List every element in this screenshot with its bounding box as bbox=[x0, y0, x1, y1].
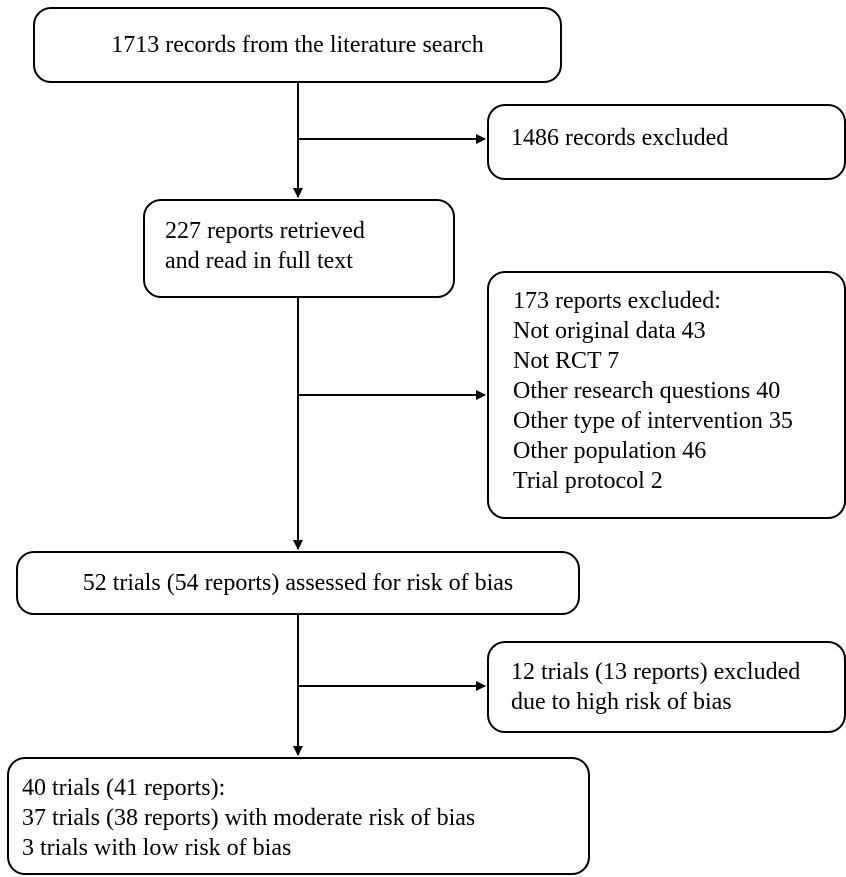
reports-excluded-reason: Other research questions 40 bbox=[513, 378, 781, 404]
trials-assessed-text: 52 trials (54 reports) assessed for risk… bbox=[82, 570, 514, 596]
final-line-2: 37 trials (38 reports) with moderate ris… bbox=[22, 805, 476, 831]
records-text: 1713 records from the literature search bbox=[111, 32, 484, 58]
final-line-1: 40 trials (41 reports): bbox=[22, 775, 226, 801]
reports-excluded-reason: Trial protocol 2 bbox=[513, 468, 663, 494]
reports-retrieved-box: 227 reports retrieved and read in full t… bbox=[143, 199, 455, 298]
records-excluded-text: 1486 records excluded bbox=[511, 125, 729, 151]
records-box: 1713 records from the literature search bbox=[33, 7, 562, 83]
trials-excluded-line-2: due to high risk of bias bbox=[511, 689, 732, 715]
final-line-3: 3 trials with low risk of bias bbox=[22, 835, 292, 861]
trials-excluded-box: 12 trials (13 reports) excluded due to h… bbox=[487, 641, 846, 733]
reports-retrieved-line-1: 227 reports retrieved bbox=[165, 218, 365, 244]
reports-excluded-reason: Other population 46 bbox=[513, 438, 707, 464]
records-excluded-box: 1486 records excluded bbox=[487, 104, 846, 180]
reports-excluded-box: 173 reports excluded: Not original data … bbox=[487, 271, 846, 519]
reports-excluded-reason: Not original data 43 bbox=[513, 318, 706, 344]
reports-retrieved-line-2: and read in full text bbox=[165, 248, 353, 274]
reports-excluded-reason: Not RCT 7 bbox=[513, 348, 620, 374]
trials-assessed-box: 52 trials (54 reports) assessed for risk… bbox=[16, 551, 580, 615]
trials-excluded-line-1: 12 trials (13 reports) excluded bbox=[511, 659, 801, 685]
final-box: 40 trials (41 reports): 37 trials (38 re… bbox=[7, 757, 590, 875]
reports-excluded-reason: Other type of intervention 35 bbox=[513, 408, 793, 434]
reports-excluded-heading: 173 reports excluded: bbox=[513, 288, 721, 314]
